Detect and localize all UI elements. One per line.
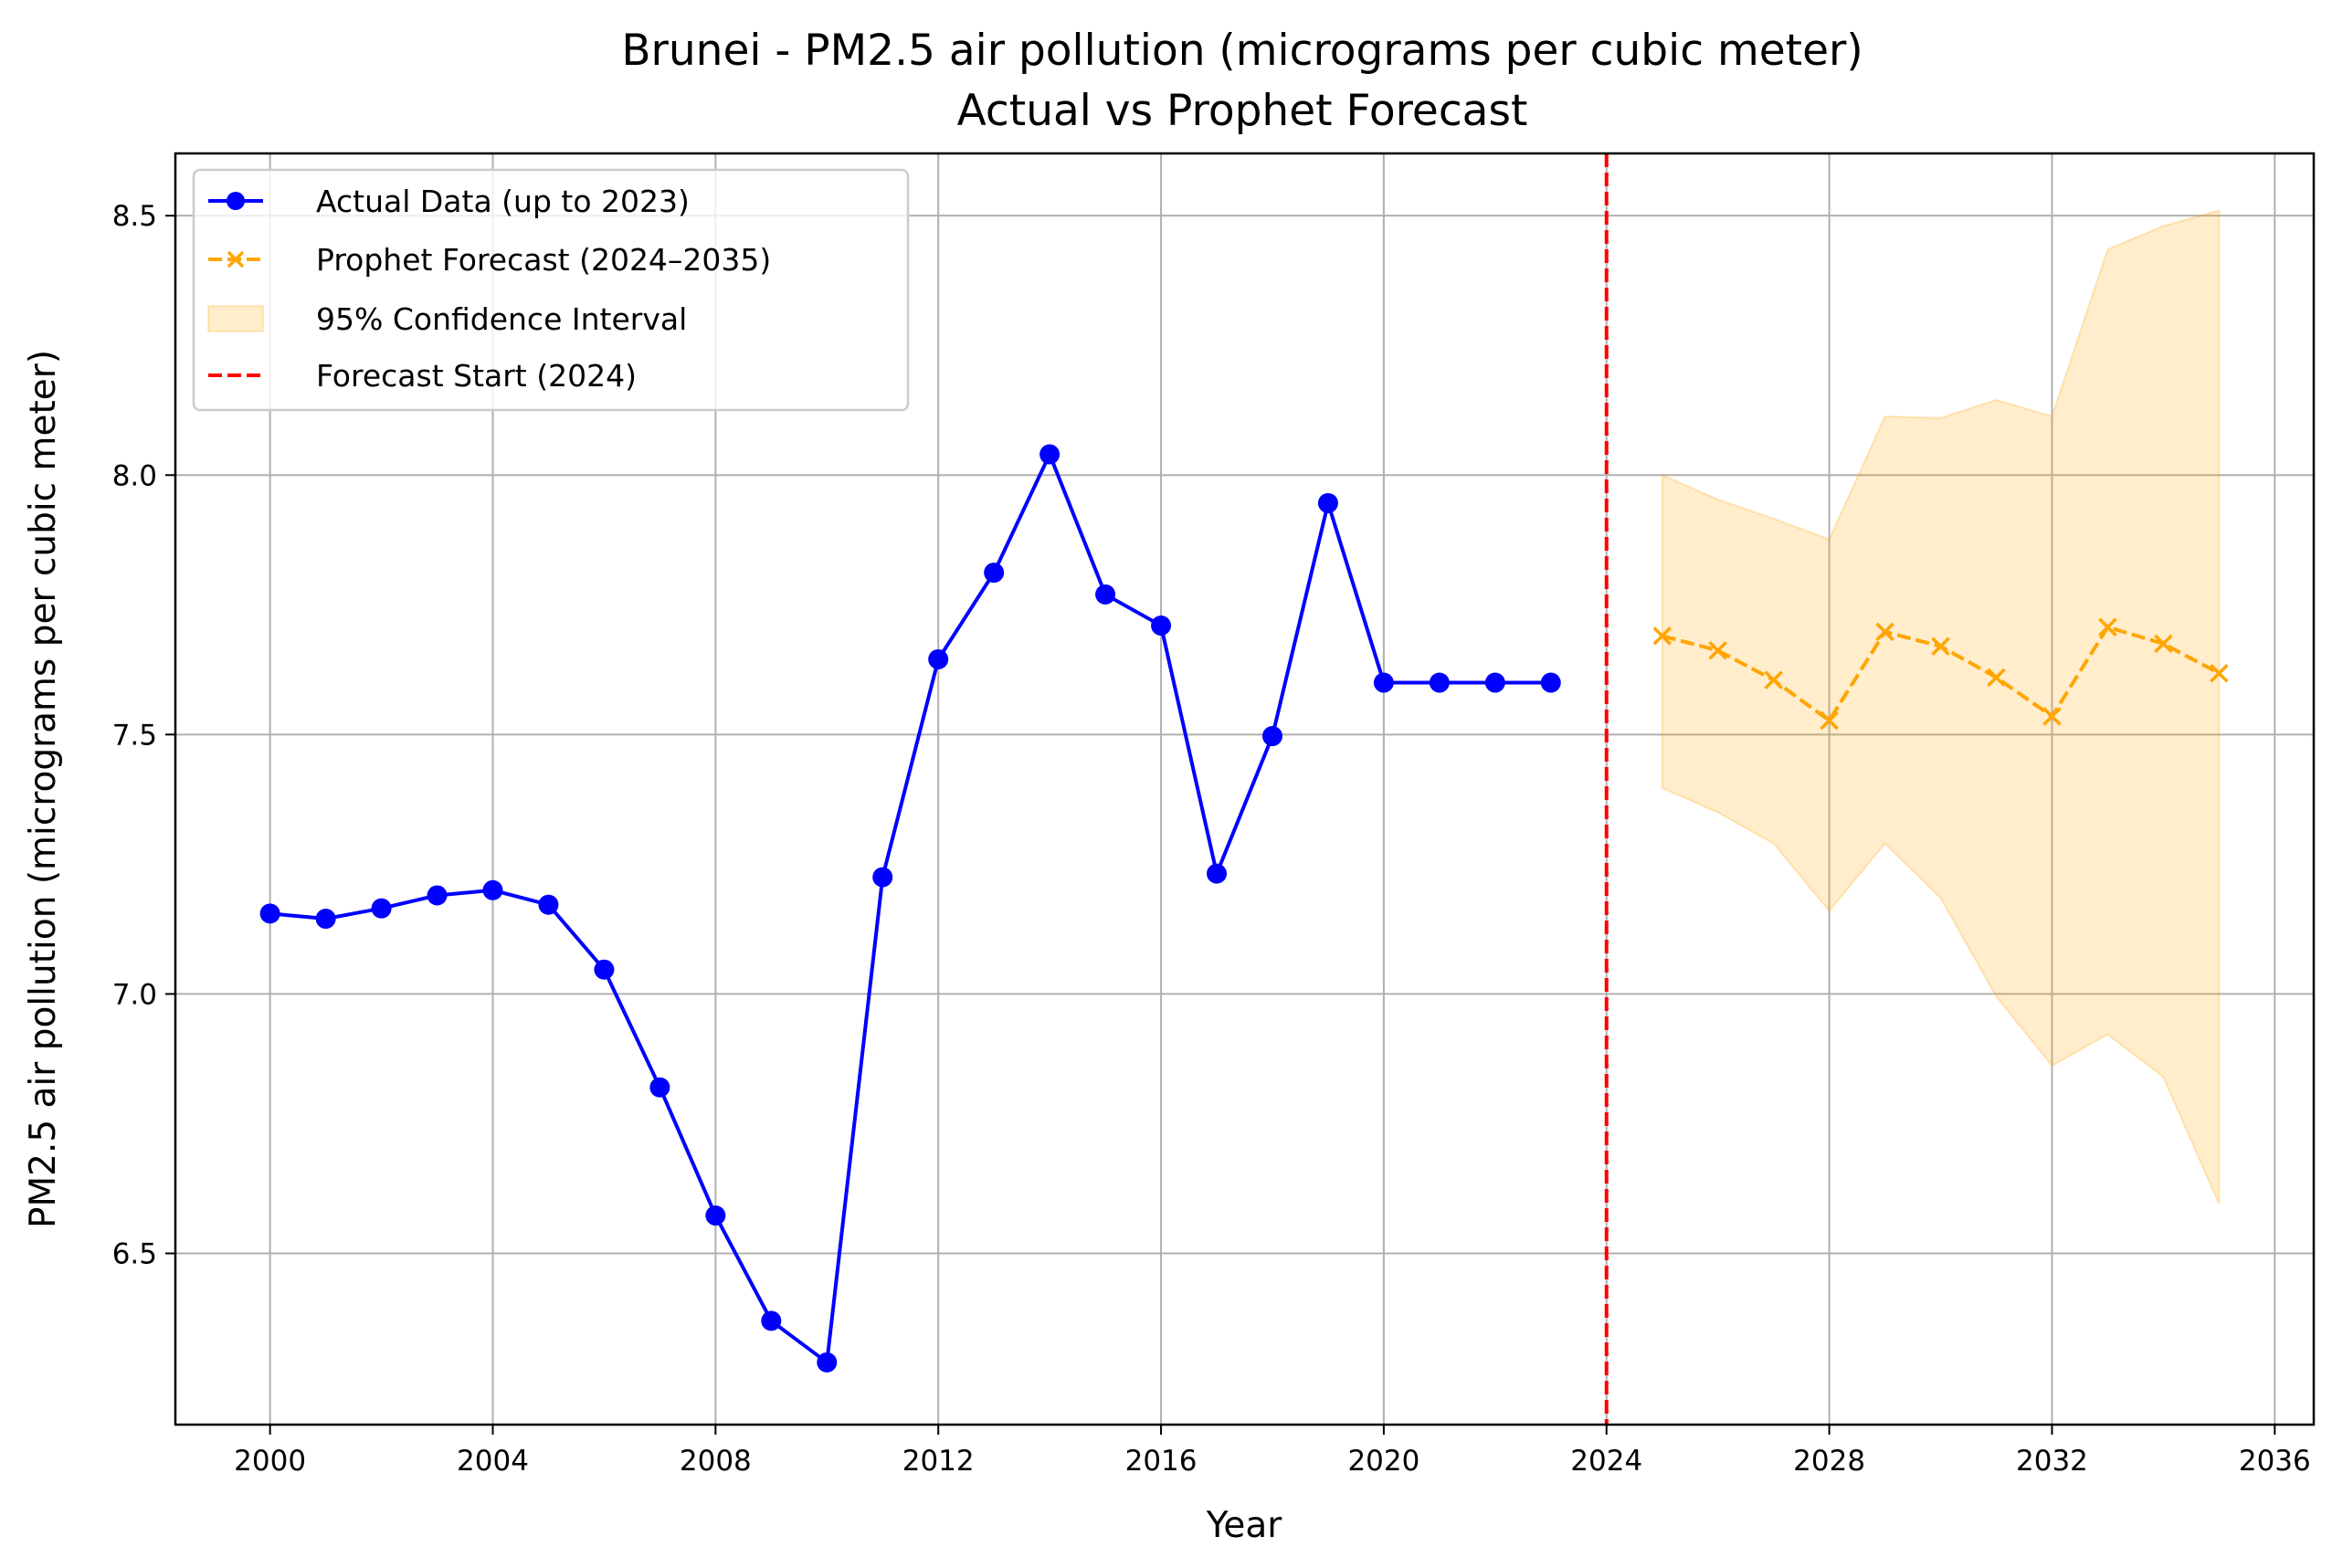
legend-box	[192, 168, 910, 412]
x-tick-label: 2004	[457, 1445, 529, 1478]
x-tick-label: 2036	[2239, 1445, 2311, 1478]
y-axis-ticks: 6.5 7.0 7.5 8.0 8.5	[112, 200, 175, 1271]
forecast-data-point	[2098, 617, 2117, 637]
y-axis-label: PM2.5 air pollution (micrograms per cubi…	[23, 350, 64, 1228]
actual-data-point	[984, 563, 1005, 584]
x-tick-label: 2008	[680, 1445, 752, 1478]
actual-data-point	[315, 909, 336, 930]
actual-data-point	[594, 959, 615, 980]
legend-label-confidence: 95% Confidence Interval	[316, 301, 687, 337]
legend-swatch-forecast-marker	[227, 250, 245, 268]
actual-data-point	[761, 1310, 782, 1331]
x-tick-label: 2024	[1570, 1445, 1642, 1478]
x-axis-label: Year	[1206, 1505, 1283, 1546]
y-tick-label: 6.5	[112, 1238, 157, 1271]
y-tick-label: 7.0	[112, 978, 157, 1011]
actual-data-point	[1373, 672, 1394, 693]
forecast-data-point	[1820, 710, 1839, 731]
legend: Actual Data (up to 2023) Prophet Forecas…	[192, 168, 910, 412]
x-tick-label: 2016	[1125, 1445, 1198, 1478]
actual-data-point	[649, 1077, 670, 1098]
chart-title: Brunei - PM2.5 air pollution (micrograms…	[621, 26, 1862, 76]
actual-data-point	[817, 1352, 838, 1373]
legend-item-actual: Actual Data (up to 2023)	[208, 184, 690, 219]
actual-data-point	[1151, 616, 1172, 637]
x-tick-label: 2000	[234, 1445, 306, 1478]
actual-data-point	[1039, 444, 1060, 465]
forecast-data-point	[1652, 626, 1672, 646]
forecast-data-point	[2210, 664, 2229, 683]
x-axis-ticks: 2000 2004 2008 2012 2016 2020 2024 2028 2032 2036	[234, 1425, 2311, 1478]
data-series	[259, 444, 2229, 1373]
actual-data-point	[705, 1205, 726, 1226]
actual-data-point	[1095, 584, 1116, 605]
actual-data-point	[928, 648, 949, 669]
x-tick-label: 2012	[902, 1445, 975, 1478]
legend-swatch-actual-marker	[227, 192, 245, 210]
legend-label-forecast: Prophet Forecast (2024–2035)	[316, 242, 771, 278]
actual-data-point	[538, 894, 559, 915]
forecast-data-point	[2154, 634, 2173, 654]
plot-area-frame	[174, 152, 2316, 1426]
y-tick-label: 7.5	[112, 719, 157, 752]
confidence-interval-band	[1661, 209, 2221, 1205]
x-tick-label: 2028	[1793, 1445, 1865, 1478]
chart-subtitle: Actual vs Prophet Forecast	[957, 86, 1528, 136]
forecast-data-point	[1987, 668, 2006, 688]
actual-data-point	[1484, 672, 1505, 693]
x-tick-label: 2020	[1347, 1445, 1419, 1478]
actual-data-point	[1429, 672, 1450, 693]
forecast-data-point	[1875, 622, 1894, 642]
actual-data-point	[371, 898, 392, 919]
confidence-interval-area	[1661, 209, 2221, 1205]
legend-item-confidence: 95% Confidence Interval	[207, 301, 687, 337]
legend-label-forecast-start: Forecast Start (2024)	[316, 358, 637, 394]
forecast-data-point	[1764, 670, 1783, 689]
legend-item-forecast-start: Forecast Start (2024)	[208, 358, 637, 394]
actual-data-point	[482, 879, 503, 900]
actual-data-point	[1261, 726, 1282, 747]
y-tick-label: 8.5	[112, 200, 157, 233]
actual-data-point	[1540, 672, 1561, 693]
actual-data-point	[872, 867, 893, 888]
forecast-data-point	[1931, 637, 1950, 656]
y-tick-label: 8.0	[112, 459, 157, 492]
forecast-data-point	[2042, 707, 2062, 726]
forecast-data-point	[1708, 641, 1727, 660]
actual-data-point	[259, 903, 280, 924]
actual-data-point	[1317, 492, 1338, 513]
actual-data-point	[427, 885, 448, 906]
legend-swatch-confidence	[207, 305, 264, 332]
x-tick-label: 2032	[2016, 1445, 2088, 1478]
legend-item-forecast: Prophet Forecast (2024–2035)	[208, 242, 771, 278]
legend-label-actual: Actual Data (up to 2023)	[316, 184, 690, 219]
actual-data-point	[1207, 863, 1228, 884]
